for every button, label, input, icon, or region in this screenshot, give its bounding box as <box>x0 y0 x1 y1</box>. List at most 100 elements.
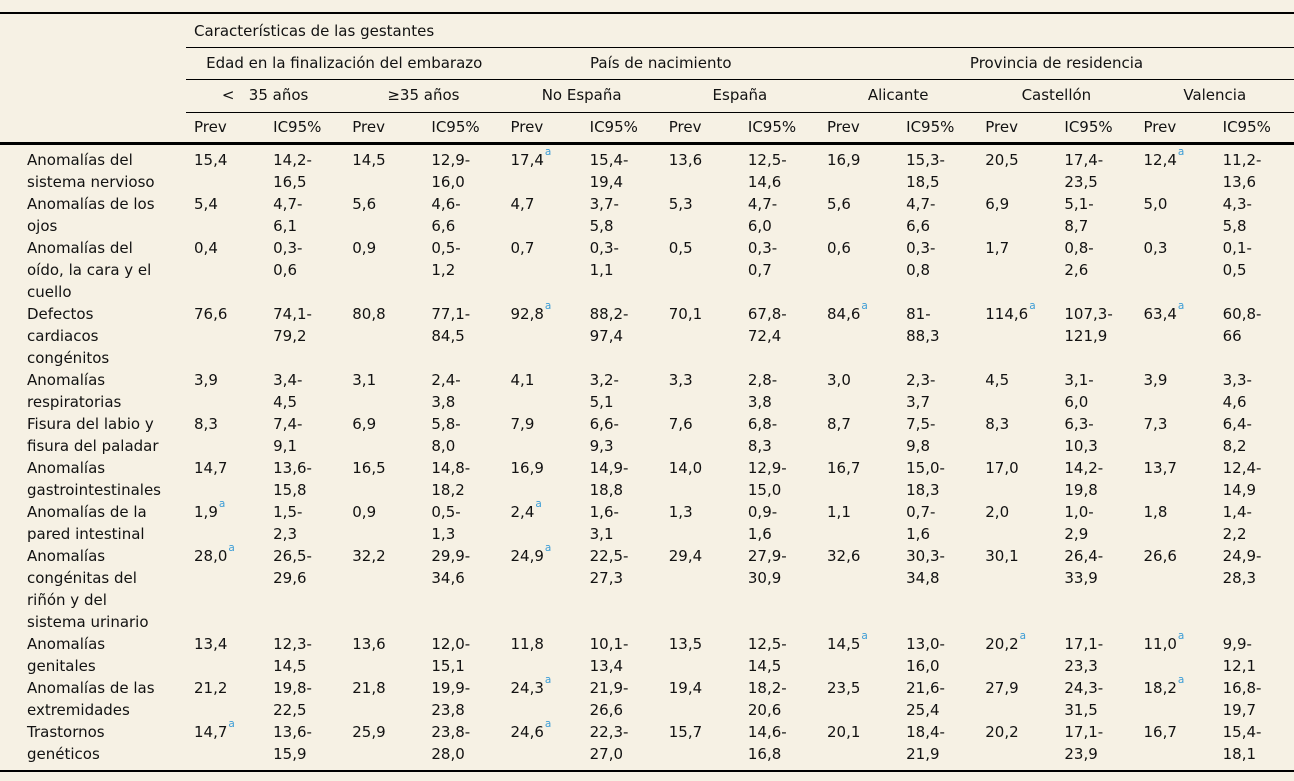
prev-cell: 1,9a <box>194 498 226 521</box>
prev-cell: 29,4 <box>668 547 703 565</box>
table-row: Anomalías de los ojos 5,4 4,7-6,1 5,6 4,6-6,… <box>0 193 1294 237</box>
prev-cell: 16,5 <box>352 459 386 477</box>
ic95-cell: 74,1-79,2 <box>273 305 312 345</box>
subgroup-header-2-0: Alicante <box>819 79 978 113</box>
prev-cell: 7,6 <box>668 415 693 433</box>
prev-cell: 3,3 <box>668 371 693 389</box>
prev-cell: 2,4a <box>510 498 542 521</box>
ic95-cell: 6,8-8,3 <box>747 415 778 455</box>
ic95-cell: 1,4-2,2 <box>1222 503 1252 543</box>
footnote-marker: a <box>861 630 868 642</box>
ic95-cell: 0,5-1,2 <box>431 239 461 279</box>
prev-cell: 17,0 <box>985 459 1019 477</box>
prev-cell: 32,6 <box>827 547 861 565</box>
table-row: Anomalías del sistema nervioso 15,4 14,2-1… <box>0 144 1294 194</box>
ic95-cell: 21,6-25,4 <box>906 679 945 719</box>
prev-cell: 20,2a <box>985 630 1027 653</box>
subgroup-header-0-0: < 35 años <box>186 79 345 113</box>
footnote-marker: a <box>861 300 868 312</box>
row-label: Anomalías respiratorias <box>27 371 122 411</box>
prev-cell: 3,9 <box>1143 371 1168 389</box>
footnote-marker: a <box>544 146 552 158</box>
prev-cell: 16,9 <box>827 151 861 169</box>
measure-header-row: Prev IC95% Prev IC95% Prev IC95% Prev IC95% Prev… <box>0 112 1294 145</box>
table-head: Características de las gestantes Edad en… <box>0 12 1294 145</box>
ic95-cell: 26,5-29,6 <box>273 547 312 587</box>
row-label: Trastornos genéticos <box>0 721 187 772</box>
ic95-cell: 3,4-4,5 <box>273 371 303 411</box>
row-label: Anomalías de la pared intestinal <box>27 503 147 543</box>
ic95-cell: 13,6-15,9 <box>265 721 345 772</box>
prev-cell: 1,1 <box>827 503 851 521</box>
ic95-cell: 88,2-97,4 <box>589 305 629 345</box>
subgroup-header-2-1: Castellón <box>977 79 1136 113</box>
ic95-cell: 14,2-19,8 <box>1064 459 1104 499</box>
ic95-cell: 12,0-15,1 <box>431 635 471 675</box>
ic95-cell: 13,0-16,0 <box>906 635 945 675</box>
ic95-cell: 0,3-0,8 <box>906 239 936 279</box>
ic95-cell: 0,3-1,1 <box>589 239 619 279</box>
table-row: Anomalías del oído, la cara y el cuello 0… <box>0 237 1294 303</box>
ic95-cell: 6,6-9,3 <box>589 415 619 455</box>
ic95-cell: 2,8-3,8 <box>747 371 778 411</box>
ic95-cell: 5,1-8,7 <box>1064 195 1094 235</box>
ic95-column-header: IC95% <box>898 112 978 145</box>
ic95-cell: 13,6-15,8 <box>273 459 312 499</box>
ic95-cell: 9,9-12,1 <box>1222 635 1257 675</box>
footnote-marker: a <box>1177 674 1185 686</box>
ic95-cell: 26,4-33,9 <box>1064 547 1104 587</box>
ic95-cell: 17,1-23,3 <box>1064 635 1104 675</box>
prev-cell: 92,8a <box>510 300 552 323</box>
prev-cell: 21,8 <box>352 679 386 697</box>
prev-cell: 1,8 <box>1143 503 1168 521</box>
footnote-marker: a <box>228 718 235 730</box>
prev-cell: 8,3 <box>194 415 218 433</box>
ic95-cell: 0,5-1,3 <box>431 503 461 543</box>
ic95-cell: 30,3-34,8 <box>906 547 945 587</box>
prev-cell: 6,9 <box>985 195 1010 213</box>
table-row: Anomalías genitales 13,4 12,3-14,5 13,6 12,0… <box>0 630 1294 677</box>
prev-cell: 18,2a <box>1143 674 1185 697</box>
group-header-0: Edad en la finalización del embarazo <box>186 47 503 80</box>
ic95-cell: 6,3-10,3 <box>1064 415 1098 455</box>
prev-cell: 5,4 <box>194 195 218 213</box>
table-caption: Características de las gestantes <box>186 12 1294 48</box>
ic95-cell: 2,3-3,7 <box>906 371 936 411</box>
ic95-cell: 15,4-19,4 <box>589 151 629 191</box>
table-row: Defectos cardiacos congénitos 76,6 74,1-79… <box>0 300 1294 369</box>
footnote-marker: a <box>544 674 552 686</box>
group-header-2: Provincia de residencia <box>819 47 1294 80</box>
row-label: Anomalías genitales <box>27 635 106 675</box>
table-row: Fisura del labio y fisura del paladar 8,3… <box>0 413 1294 457</box>
ic95-cell: 1,0-2,9 <box>1064 503 1094 543</box>
prev-cell: 7,3 <box>1143 415 1168 433</box>
prev-cell: 26,6 <box>1143 547 1177 565</box>
ic95-cell: 3,7-5,8 <box>589 195 619 235</box>
prev-cell: 21,2 <box>194 679 228 697</box>
footnote-marker: a <box>544 718 552 730</box>
footnote-marker: a <box>1177 630 1185 642</box>
prev-cell: 16,7 <box>1135 721 1215 772</box>
footnote-marker: a <box>535 498 542 510</box>
ic95-cell: 24,9-28,3 <box>1222 547 1262 587</box>
prev-cell: 5,3 <box>668 195 693 213</box>
prev-cell: 30,1 <box>985 547 1019 565</box>
prev-cell: 19,4 <box>668 679 703 697</box>
subgroup-header-1-0: No España <box>502 79 661 113</box>
ic95-column-header: IC95% <box>265 112 345 145</box>
ic95-cell: 18,4-21,9 <box>898 721 978 772</box>
ic95-column-header: IC95% <box>1056 112 1136 145</box>
prev-cell: 3,9 <box>194 371 218 389</box>
footnote-marker: a <box>1177 300 1185 312</box>
ic95-cell: 1,6-3,1 <box>589 503 619 543</box>
prev-cell: 0,5 <box>668 239 693 257</box>
ic95-cell: 12,5-14,5 <box>747 635 787 675</box>
ic95-cell: 21,9-26,6 <box>589 679 629 719</box>
ic95-column-header: IC95% <box>1214 112 1294 145</box>
ic95-cell: 3,2-5,1 <box>589 371 619 411</box>
ic95-cell: 11,2-13,6 <box>1222 151 1262 191</box>
prev-cell: 13,7 <box>1143 459 1177 477</box>
prev-cell: 11,0a <box>1143 630 1185 653</box>
row-label: Anomalías congénitas del riñón y del sis… <box>27 547 149 631</box>
